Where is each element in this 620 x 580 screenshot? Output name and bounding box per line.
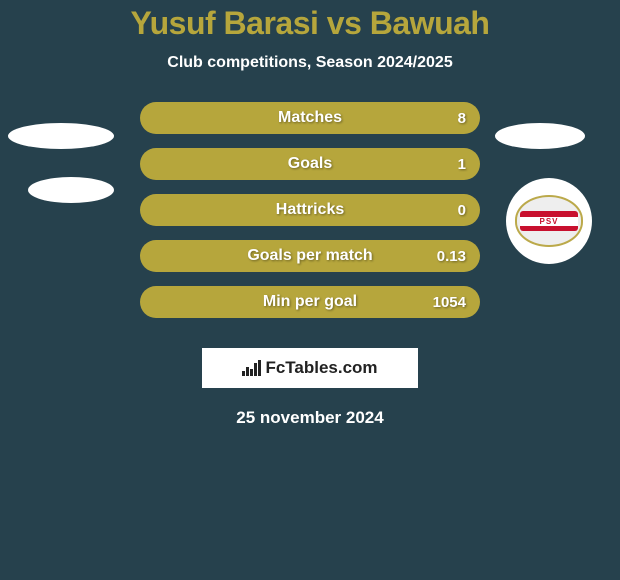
stat-value: 0.13	[437, 248, 466, 265]
stat-bar: Matches 8	[140, 102, 480, 134]
footer-text: FcTables.com	[265, 358, 377, 378]
stat-label: Hattricks	[276, 201, 344, 219]
stat-label: Min per goal	[263, 293, 357, 311]
stat-bar: Min per goal 1054	[140, 286, 480, 318]
subtitle: Club competitions, Season 2024/2025	[0, 54, 620, 72]
stat-label: Goals	[288, 155, 332, 173]
player-placeholder-shape	[495, 123, 585, 149]
stat-value: 1	[458, 156, 466, 173]
stat-label: Goals per match	[247, 247, 372, 265]
stat-bar: Goals per match 0.13	[140, 240, 480, 272]
player-placeholder-shape	[28, 177, 114, 203]
psv-label: PSV	[539, 217, 558, 226]
stat-rows: Matches 8 Goals 1 Hattricks 0 Goals per match 0…	[140, 102, 480, 318]
stat-value: 1054	[433, 294, 466, 311]
page-title: Yusuf Barasi vs Bawuah	[0, 5, 620, 42]
stat-bar: Goals 1	[140, 148, 480, 180]
stat-value: 8	[458, 110, 466, 127]
player-placeholder-shape	[8, 123, 114, 149]
date-label: 25 november 2024	[0, 408, 620, 428]
chart-icon	[242, 360, 261, 376]
footer-badge: FcTables.com	[202, 348, 418, 388]
stat-value: 0	[458, 202, 466, 219]
club-badge-psv: PSV	[506, 178, 592, 264]
stat-label: Matches	[278, 109, 342, 127]
psv-crest-icon: PSV	[515, 195, 583, 247]
stat-bar: Hattricks 0	[140, 194, 480, 226]
